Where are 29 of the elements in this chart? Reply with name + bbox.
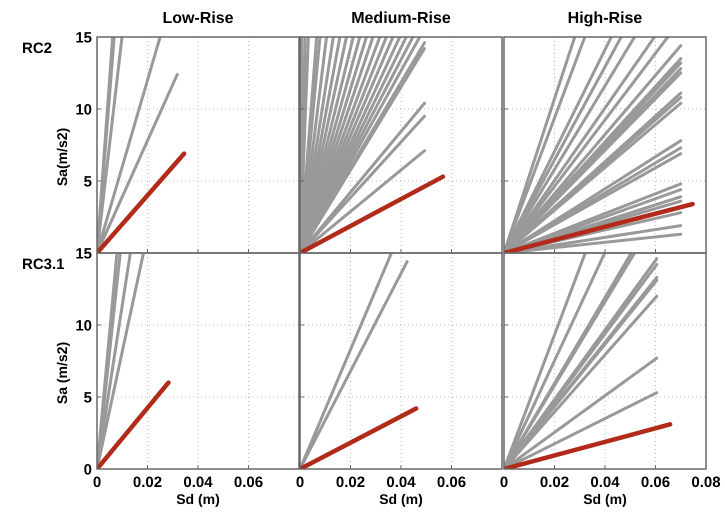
y-axis-title: Sa (m/s2) xyxy=(54,342,70,404)
text: RC3.1 xyxy=(22,256,65,273)
y-tick-label: 5 xyxy=(84,389,92,406)
y-tick-label: 0 xyxy=(84,461,92,478)
x-tick-label: 0.06 xyxy=(234,474,264,491)
y-tick-label: 5 xyxy=(84,173,92,190)
x-tick-label: 0.02 xyxy=(336,474,366,491)
y-tick-label: 15 xyxy=(75,245,92,262)
x-axis-title: Sd (m) xyxy=(379,491,423,507)
x-tick-label: 0 xyxy=(296,474,304,491)
x-axis-title: Sd (m) xyxy=(176,491,220,507)
x-tick-label: 0 xyxy=(500,474,508,491)
x-axis-title: Sd (m) xyxy=(583,491,627,507)
x-tick-label: 0.02 xyxy=(132,474,162,491)
y-axis-title: Sa(m/s2) xyxy=(54,128,70,186)
y-tick-label: 10 xyxy=(75,101,92,118)
x-tick-label: 0.08 xyxy=(691,474,721,491)
y-tick-label: 10 xyxy=(75,317,92,334)
chart-title: Medium-Rise xyxy=(351,10,451,27)
x-tick-label: 0.06 xyxy=(436,474,466,491)
text: RC2 xyxy=(22,40,52,57)
chart-title: Low-Rise xyxy=(162,10,234,27)
y-tick-label: 15 xyxy=(75,29,92,46)
chart-title: High-Rise xyxy=(568,10,642,27)
x-tick-label: 0.04 xyxy=(590,474,620,491)
x-tick-label: 0.06 xyxy=(640,474,670,491)
x-tick-label: 0.02 xyxy=(540,474,570,491)
x-tick-label: 0.04 xyxy=(183,474,214,491)
x-tick-label: 0.04 xyxy=(386,474,416,491)
